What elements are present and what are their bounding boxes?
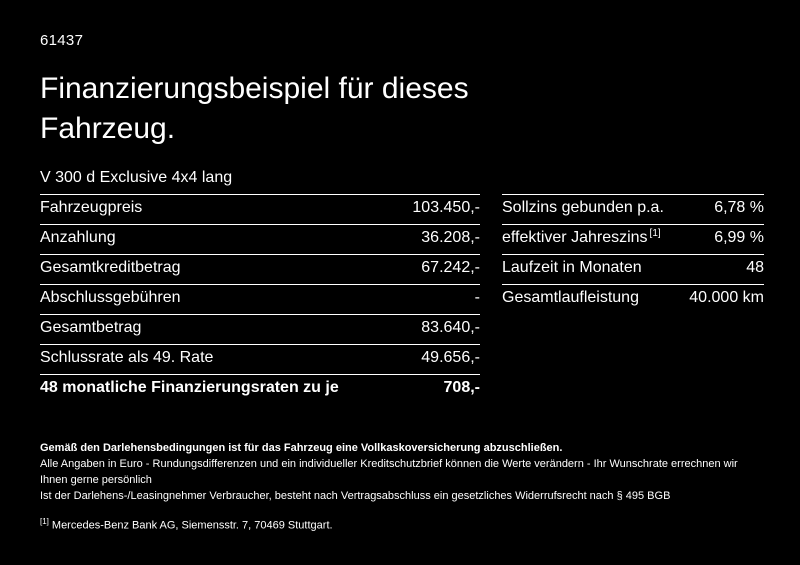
footer-line-withdrawal: Ist der Darlehens-/Leasingnehmer Verbrau… [40,490,671,502]
table-row: Gesamtkreditbetrag 67.242,- [40,253,480,284]
row-label: Schlussrate als 49. Rate [40,348,214,366]
table-row: Abschlussgebühren - [40,283,480,314]
finance-tables: Fahrzeugpreis 103.450,- Anzahlung 36.208… [40,193,764,404]
footnote-text: Mercedes-Benz Bank AG, Siemensstr. 7, 70… [51,519,333,532]
table-row: Sollzins gebunden p.a. 6,78 % [502,193,764,224]
row-label: Fahrzeugpreis [40,198,143,216]
row-value: - [474,288,480,306]
row-value: 83.640,- [421,318,480,336]
row-value: 6,78 % [714,198,764,216]
row-label: Gesamtlaufleistung [502,288,639,306]
footer-line-disclaimer: Alle Angaben in Euro - Rundungsdifferenz… [40,458,738,486]
table-row: Laufzeit in Monaten 48 [502,253,764,284]
footnote-marker: [1] [40,517,49,526]
table-row: Gesamtbetrag 83.640,- [40,313,480,344]
row-label: effektiver Jahreszins [1] [502,227,661,246]
page-code: 61437 [40,32,84,49]
row-value: 36.208,- [421,228,480,246]
row-label: 48 monatliche Finanzierungsraten zu je [40,378,339,396]
row-label: Gesamtkreditbetrag [40,258,181,276]
row-label: Gesamtbetrag [40,318,142,336]
row-value: 103.450,- [412,198,480,216]
row-value: 40.000 km [689,288,764,306]
conditions-table: Sollzins gebunden p.a. 6,78 % effektiver… [502,193,764,314]
row-label: Laufzeit in Monaten [502,258,642,276]
row-value: 708,- [443,378,480,396]
vehicle-name: V 300 d Exclusive 4x4 lang [40,168,233,186]
table-row-monthly-rate: 48 monatliche Finanzierungsraten zu je 7… [40,373,480,404]
row-value: 6,99 % [714,228,764,246]
footer-line-insurance: Gemäß den Darlehensbedingungen ist für d… [40,442,563,454]
page-title: Finanzierungsbeispiel für dieses Fahrzeu… [40,72,469,145]
row-value: 67.242,- [421,258,480,276]
row-value: 49.656,- [421,348,480,366]
row-label: Abschlussgebühren [40,288,181,306]
table-row: Anzahlung 36.208,- [40,223,480,254]
table-row: effektiver Jahreszins [1] 6,99 % [502,223,764,254]
finance-table: Fahrzeugpreis 103.450,- Anzahlung 36.208… [40,193,480,404]
footnote-bank: [1] Mercedes-Benz Bank AG, Siemensstr. 7,… [40,514,764,534]
footnote-marker: [1] [649,227,661,239]
financing-page: 61437 Finanzierungsbeispiel für dieses F… [40,32,764,404]
row-value: 48 [746,258,764,276]
row-label: Sollzins gebunden p.a. [502,198,664,216]
table-row: Gesamtlaufleistung 40.000 km [502,283,764,314]
table-row: Schlussrate als 49. Rate 49.656,- [40,343,480,374]
legal-footer: Gemäß den Darlehensbedingungen ist für d… [40,440,764,534]
row-label: Anzahlung [40,228,116,246]
table-row: Fahrzeugpreis 103.450,- [40,193,480,224]
